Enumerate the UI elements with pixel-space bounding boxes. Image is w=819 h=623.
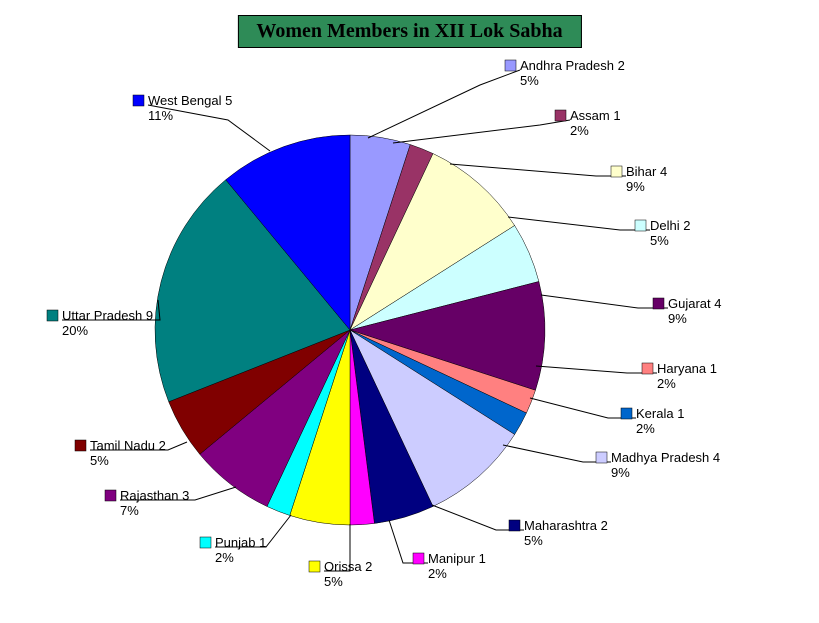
slice-label: Rajasthan 3 — [120, 488, 189, 503]
legend-swatch — [596, 452, 607, 463]
slice-label: Assam 1 — [570, 108, 621, 123]
leader-line — [508, 217, 650, 230]
slice-percent: 2% — [636, 421, 655, 436]
slice-percent: 5% — [90, 453, 109, 468]
legend-swatch — [133, 95, 144, 106]
legend-swatch — [509, 520, 520, 531]
slice-label: Delhi 2 — [650, 218, 690, 233]
legend-swatch — [505, 60, 516, 71]
slice-percent: 9% — [668, 311, 687, 326]
slice-label: Orissa 2 — [324, 559, 372, 574]
legend-swatch — [200, 537, 211, 548]
legend-swatch — [611, 166, 622, 177]
legend-swatch — [621, 408, 632, 419]
slice-label: Maharashtra 2 — [524, 518, 608, 533]
legend-swatch — [309, 561, 320, 572]
slice-label: Kerala 1 — [636, 406, 684, 421]
slice-label: Bihar 4 — [626, 164, 667, 179]
slice-label: Manipur 1 — [428, 551, 486, 566]
leader-line — [503, 445, 611, 462]
legend-swatch — [653, 298, 664, 309]
slice-label: West Bengal 5 — [148, 93, 232, 108]
slice-percent: 2% — [428, 566, 447, 581]
legend-swatch — [642, 363, 653, 374]
slice-percent: 20% — [62, 323, 88, 338]
slice-label: Haryana 1 — [657, 361, 717, 376]
slice-percent: 5% — [324, 574, 343, 589]
legend-swatch — [75, 440, 86, 451]
slice-label: Tamil Nadu 2 — [90, 438, 166, 453]
slice-percent: 5% — [520, 73, 539, 88]
legend-swatch — [413, 553, 424, 564]
slice-percent: 9% — [626, 179, 645, 194]
slice-percent: 7% — [120, 503, 139, 518]
slice-percent: 2% — [215, 550, 234, 565]
slice-percent: 11% — [148, 108, 173, 123]
slice-percent: 5% — [524, 533, 543, 548]
slice-percent: 2% — [570, 123, 589, 138]
legend-swatch — [635, 220, 646, 231]
leader-line — [536, 366, 657, 373]
slice-percent: 2% — [657, 376, 676, 391]
leader-line — [450, 164, 626, 176]
slice-label: Punjab 1 — [215, 535, 266, 550]
slice-percent: 5% — [650, 233, 669, 248]
slice-label: Uttar Pradesh 9 — [62, 308, 153, 323]
leader-line — [368, 70, 520, 138]
slice-label: Andhra Pradesh 2 — [520, 58, 625, 73]
leader-line — [393, 120, 570, 143]
legend-swatch — [555, 110, 566, 121]
pie-chart: Andhra Pradesh 25%Assam 12%Bihar 49%Delh… — [0, 0, 819, 623]
slice-percent: 9% — [611, 465, 630, 480]
legend-swatch — [105, 490, 116, 501]
slice-label: Gujarat 4 — [668, 296, 721, 311]
slice-label: Madhya Pradesh 4 — [611, 450, 720, 465]
leader-line — [541, 295, 668, 308]
legend-swatch — [47, 310, 58, 321]
leader-line — [530, 398, 636, 418]
